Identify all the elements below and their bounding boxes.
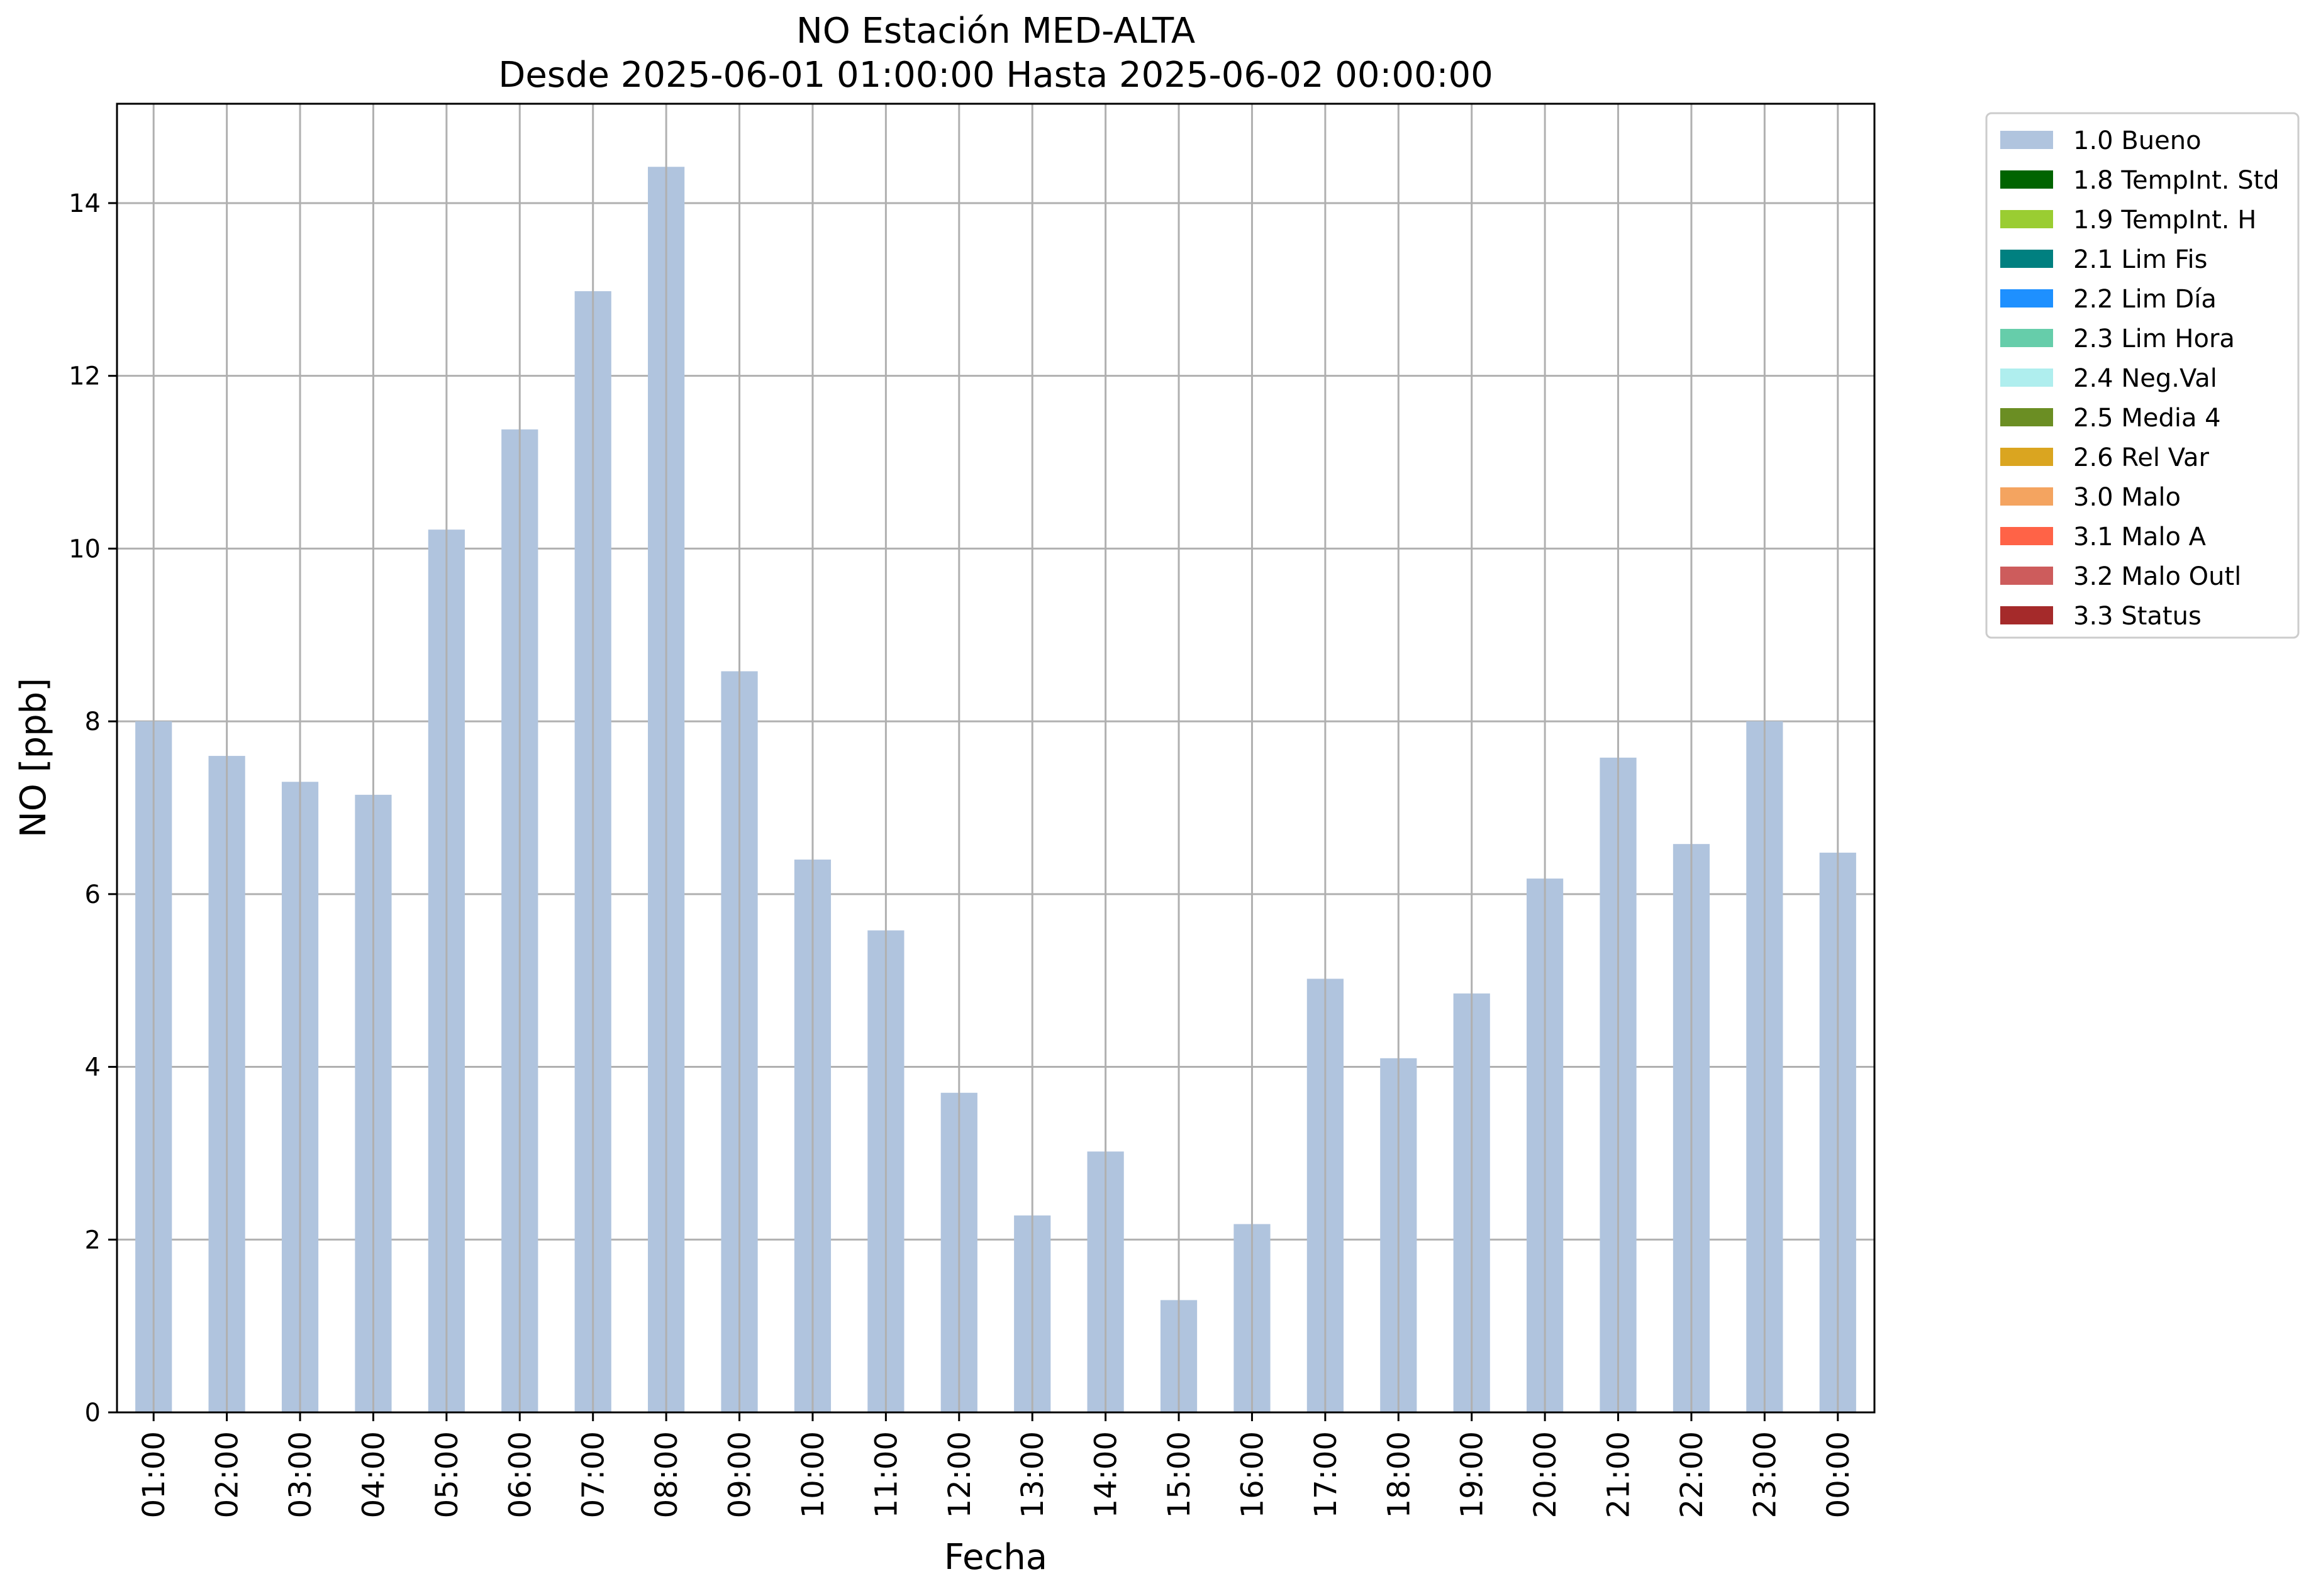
y-tick-label: 0	[85, 1399, 101, 1427]
legend-swatch	[2000, 170, 2053, 189]
chart-title-line1: NO Estación MED-ALTA	[796, 11, 1195, 52]
x-tick-label: 02:00	[210, 1431, 245, 1518]
legend-swatch	[2000, 250, 2053, 268]
x-tick-label: 16:00	[1235, 1431, 1270, 1518]
legend-label: 2.4 Neg.Val	[2073, 364, 2217, 393]
legend-swatch	[2000, 369, 2053, 387]
legend-label: 2.5 Media 4	[2073, 404, 2221, 433]
y-tick-label: 10	[69, 535, 101, 563]
x-tick-label: 13:00	[1015, 1431, 1050, 1518]
x-tick-label: 00:00	[1821, 1431, 1856, 1518]
x-tick-label: 03:00	[283, 1431, 318, 1518]
x-tick-label: 15:00	[1162, 1431, 1197, 1518]
legend-label: 3.0 Malo	[2073, 483, 2181, 512]
legend-swatch	[2000, 487, 2053, 506]
y-axis-ticks: 0 2 4 6 8 10 12 14	[69, 189, 117, 1427]
legend-label: 3.3 Status	[2073, 602, 2202, 631]
plot-area-frame	[116, 103, 1876, 1414]
y-tick-label: 14	[69, 189, 101, 218]
y-tick-label: 6	[85, 880, 101, 909]
x-tick-label: 04:00	[356, 1431, 391, 1518]
legend-label: 2.6 Rel Var	[2073, 443, 2210, 472]
legend-swatch	[2000, 448, 2053, 466]
legend-label: 3.1 Malo A	[2073, 523, 2207, 551]
x-tick-label: 12:00	[942, 1431, 977, 1518]
legend-label: 3.2 Malo Outl	[2073, 562, 2241, 591]
x-tick-label: 10:00	[796, 1431, 831, 1518]
x-tick-label: 18:00	[1381, 1431, 1417, 1518]
legend-frame	[1985, 112, 2300, 639]
x-tick-label: 11:00	[869, 1431, 904, 1518]
y-tick-label: 4	[85, 1053, 101, 1082]
x-tick-label: 20:00	[1528, 1431, 1563, 1518]
x-tick-label: 05:00	[430, 1431, 465, 1518]
legend-swatch	[2000, 567, 2053, 585]
y-tick-label: 2	[85, 1226, 101, 1255]
x-tick-label: 17:00	[1308, 1431, 1344, 1518]
legend-label: 1.0 Bueno	[2073, 126, 2202, 155]
y-axis-label: NO [ppb]	[13, 678, 54, 838]
x-tick-label: 14:00	[1089, 1431, 1124, 1518]
x-tick-label: 21:00	[1601, 1431, 1637, 1518]
legend-swatch	[2000, 329, 2053, 347]
legend-label: 1.8 TempInt. Std	[2073, 166, 2280, 195]
x-tick-label: 01:00	[136, 1431, 172, 1518]
legend-label: 2.1 Lim Fis	[2073, 245, 2207, 274]
x-tick-label: 23:00	[1747, 1431, 1783, 1518]
legend-swatch	[2000, 527, 2053, 545]
x-axis-label: Fecha	[944, 1537, 1047, 1578]
bars	[135, 167, 1856, 1413]
x-tick-label: 19:00	[1455, 1431, 1490, 1518]
legend: 1.0 Bueno 1.8 TempInt. Std 1.9 TempInt. H 2…	[1985, 112, 2300, 639]
chart-title-line2: Desde 2025-06-01 01:00:00 Hasta 2025-06-…	[498, 55, 1493, 96]
legend-label: 2.2 Lim Día	[2073, 285, 2217, 314]
legend-label: 2.3 Lim Hora	[2073, 324, 2235, 353]
vertical-grid-lines	[152, 104, 1839, 1412]
legend-swatch	[2000, 289, 2053, 308]
legend-swatch	[2000, 210, 2053, 228]
legend-swatch	[2000, 131, 2053, 149]
legend-swatch	[2000, 606, 2053, 624]
y-tick-label: 12	[69, 362, 101, 391]
x-tick-label: 06:00	[503, 1431, 538, 1518]
x-tick-label: 22:00	[1674, 1431, 1710, 1518]
legend-label: 1.9 TempInt. H	[2073, 206, 2256, 235]
x-tick-label: 09:00	[723, 1431, 758, 1518]
x-tick-label: 08:00	[649, 1431, 684, 1518]
y-tick-label: 8	[85, 707, 101, 736]
legend-swatch	[2000, 408, 2053, 426]
x-tick-label: 07:00	[576, 1431, 611, 1518]
grid-lines	[117, 202, 1874, 1414]
x-axis-ticks: 01:00 02:00 03:00 04:00 05:00 06:00 07:00 08:00…	[136, 1412, 1856, 1518]
